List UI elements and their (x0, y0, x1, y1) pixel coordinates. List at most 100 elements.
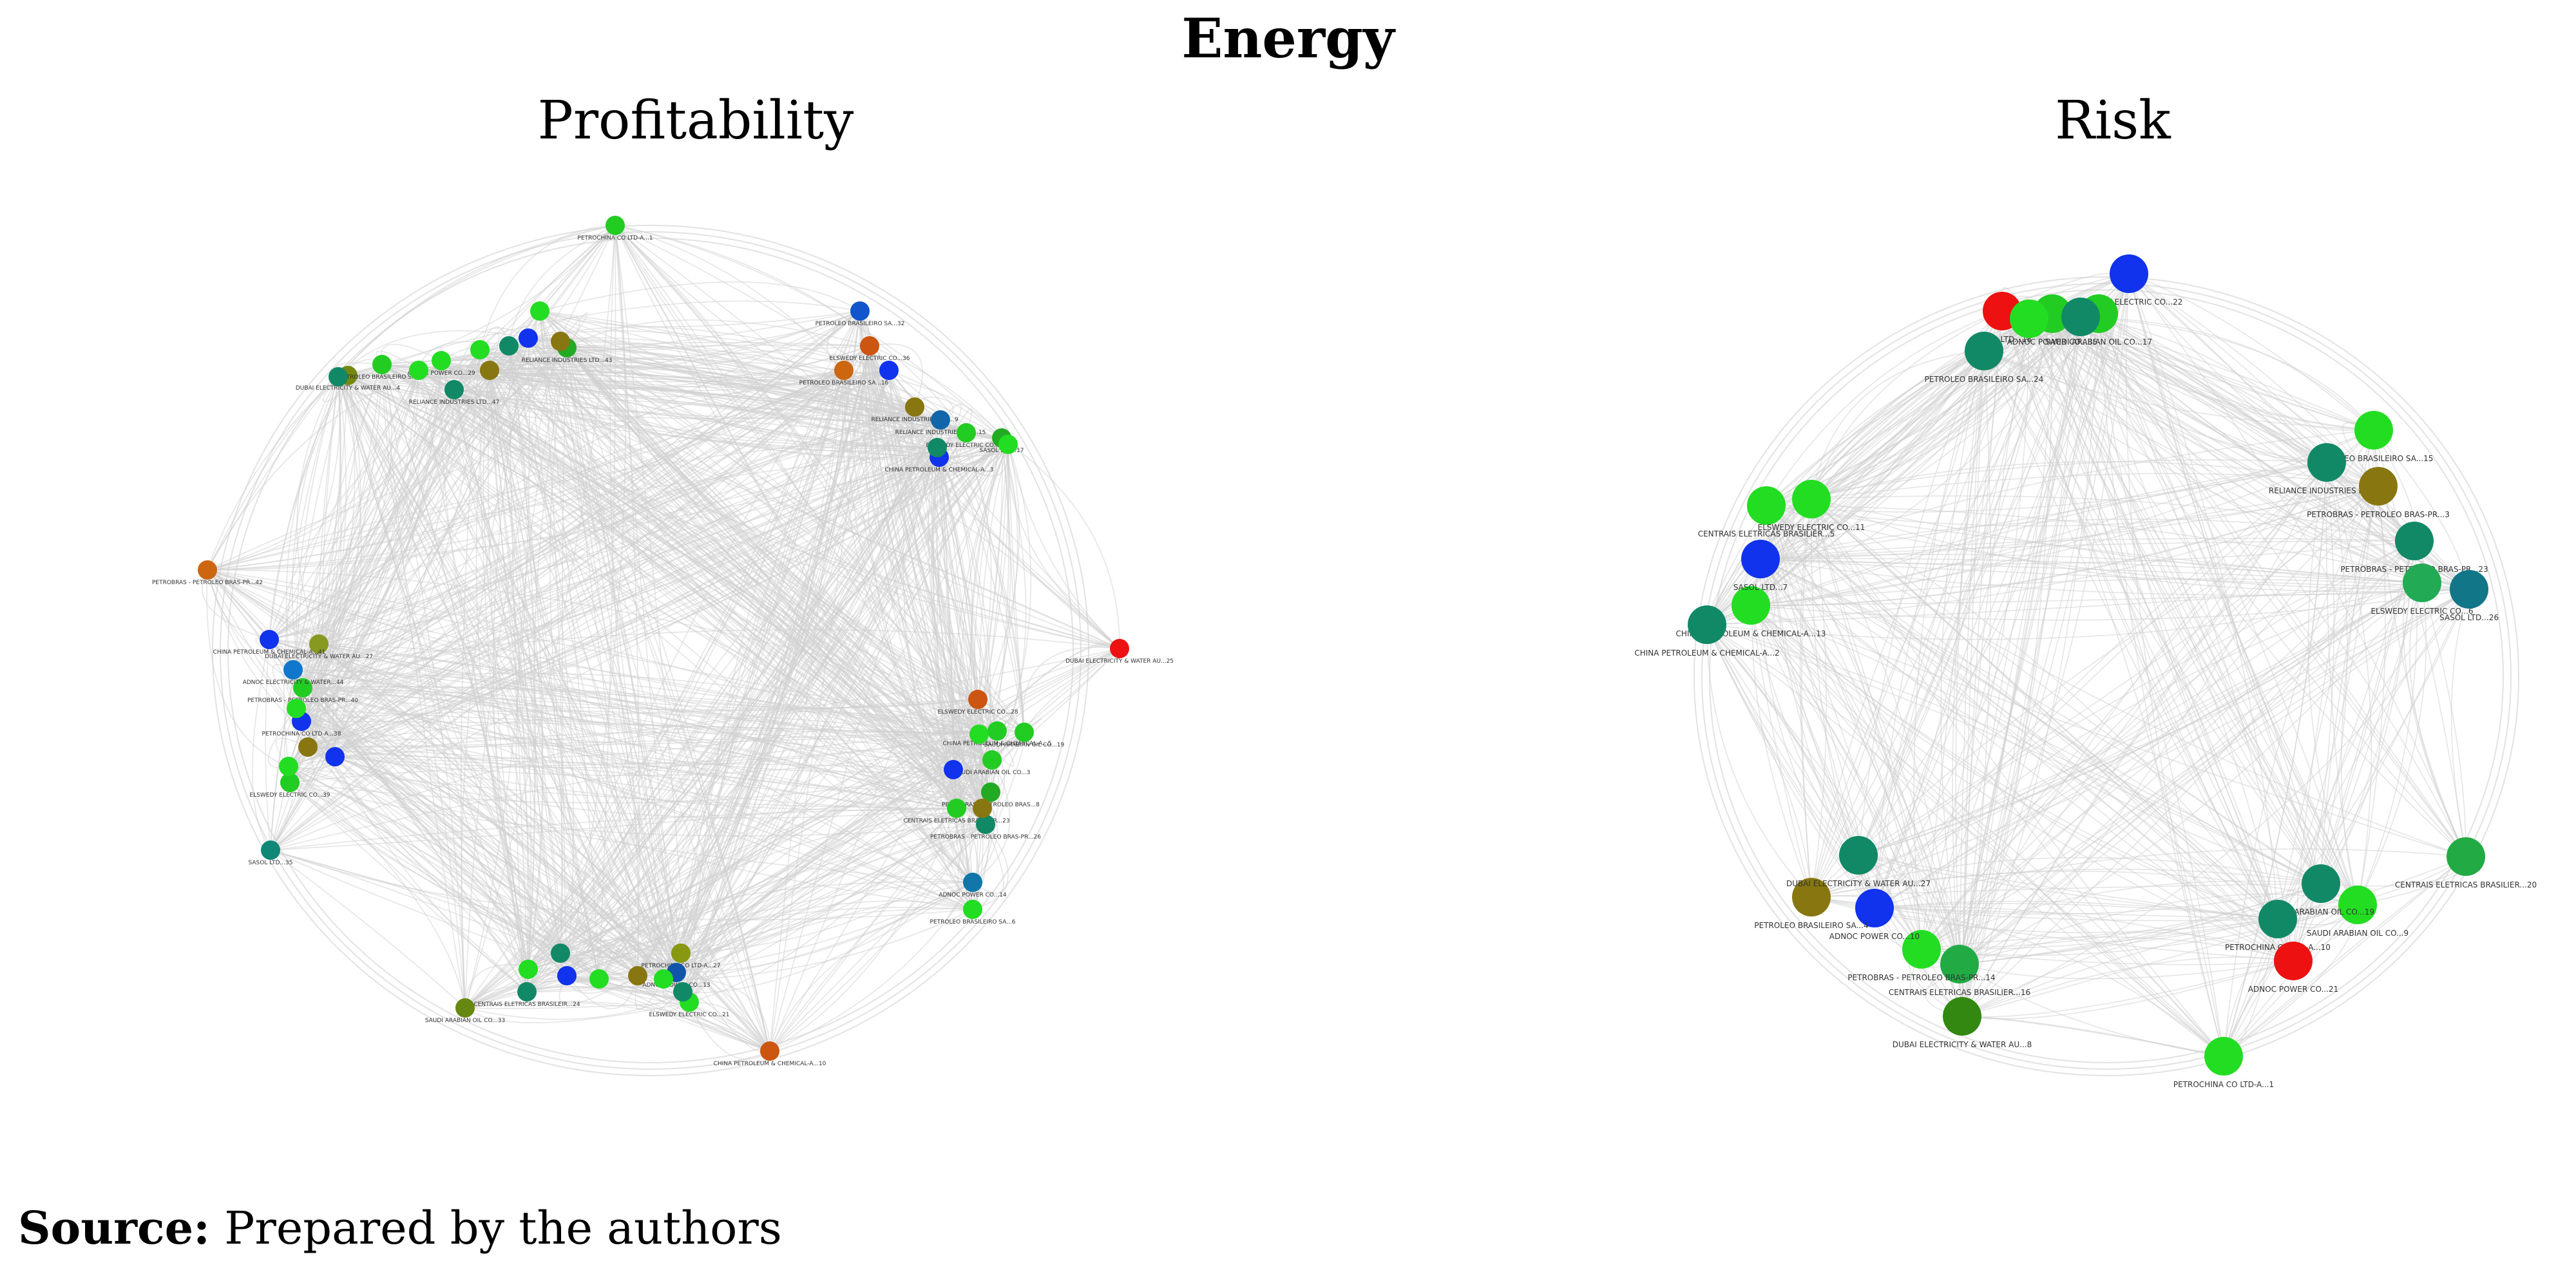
network-edge (1760, 558, 2224, 1057)
node-marker-unlabeled (287, 699, 306, 718)
network-edge (2293, 540, 2415, 962)
network-edge (1811, 498, 1960, 965)
network-edge (252, 639, 271, 851)
network-edge (566, 345, 870, 976)
network-edge (1921, 949, 2294, 965)
node-marker (1747, 486, 1786, 525)
network-edge (2098, 313, 2358, 906)
network-edge (1858, 316, 2081, 856)
node-label: ADNOC POWER CO...10 (1829, 932, 1920, 941)
network-edge (549, 347, 600, 980)
node-marker (1792, 480, 1831, 518)
network-edge (292, 669, 528, 992)
network-edge (2098, 313, 2327, 463)
network-edge (1921, 318, 2030, 950)
network-edge (2223, 540, 2415, 1057)
network-edge (2052, 313, 2358, 906)
network-edge (418, 370, 973, 883)
network-edge (2028, 318, 2327, 463)
node-petroleo-brasileiro-sa-6: PETROLEO BRASILEIRO SA...6 (930, 900, 1016, 925)
network-edge (1811, 498, 1963, 1017)
network-edge (270, 432, 967, 851)
network-edge (615, 225, 677, 973)
network-edge (307, 746, 957, 809)
network-edge (288, 349, 481, 767)
network-edge (1874, 906, 2294, 962)
network-edge (2001, 310, 2224, 1057)
network-edge (461, 310, 540, 1009)
node-adnoc-power-co-14: ADNOC POWER CO...14 (939, 873, 1007, 898)
node-marker (968, 690, 987, 709)
node-centrais-eletricas-brasilier-5: CENTRAIS ELETRICAS BRASILIER...5 (1698, 486, 1835, 538)
network-edge (1706, 624, 1922, 950)
network-edge (2128, 273, 2379, 487)
node-adnoc-power-co-35: ADNOC POWER CO...35 (2007, 294, 2097, 346)
network-edge (275, 737, 309, 767)
network-edge (207, 444, 1009, 571)
network-edge (1750, 605, 2294, 962)
node-label: ELSWEDY ELECTRIC CO...39 (249, 792, 330, 799)
source-note: Source: Prepared by the authors (18, 1201, 782, 1255)
network-edge (381, 364, 986, 825)
node-label: SAUDI ARABIAN OIL CO...33 (425, 1018, 506, 1024)
network-edge (1750, 318, 2030, 606)
network-edge (489, 370, 682, 954)
network-edge (1766, 505, 2358, 906)
network-edge (288, 766, 983, 809)
node-label: ADNOC POWER CO...35 (2007, 337, 2097, 346)
network-edge (288, 766, 973, 883)
node-marker (976, 815, 995, 834)
node-marker-unlabeled (998, 435, 1018, 454)
network-edge (1961, 904, 2358, 1017)
network-edge (769, 882, 973, 1052)
node-petrobras-petroleo-bras-pr-3: PETROBRAS - PETROLEO BRAS-PR...3 (2307, 467, 2450, 519)
network-edge (1750, 313, 2099, 606)
network-edge (869, 345, 998, 732)
network-edge (634, 975, 664, 1011)
network-edge (946, 882, 973, 925)
network-edge (1706, 624, 1812, 898)
network-edge (991, 717, 1042, 761)
network-edge (1811, 582, 2423, 898)
network-edge (842, 370, 954, 770)
network-edge (869, 345, 983, 809)
network-edge (1961, 540, 2415, 1017)
network-edge (288, 746, 329, 769)
network-edge (1750, 589, 2470, 621)
network-edge (1811, 498, 2278, 920)
network-edge (1961, 273, 2130, 1017)
node-elswedy-electric-co-6: ELSWEDY ELECTRIC CO...6 (2371, 564, 2474, 616)
network-edge (2223, 856, 2466, 1057)
node-marker (1741, 540, 1780, 578)
network-edge (560, 341, 986, 825)
source-text: Prepared by the authors (210, 1202, 782, 1255)
network-edge (207, 569, 770, 1052)
network-edge (302, 687, 957, 809)
network-edge (598, 699, 978, 980)
network-edge (285, 375, 348, 709)
network-edge (1811, 498, 2294, 962)
network-edge (566, 225, 626, 976)
network-edge (1811, 310, 2003, 500)
network-edge (292, 669, 683, 992)
network-edge (663, 310, 861, 980)
node-marker-unlabeled (654, 969, 673, 989)
node-petroleo-brasileiro-sa-24: PETROLEO BRASILEIRO SA...24 (1925, 332, 2043, 384)
network-edge (1983, 350, 2322, 884)
network-edge (526, 447, 938, 992)
network-edge (1959, 540, 2415, 965)
network-edge (2450, 589, 2470, 857)
network-edge (292, 337, 529, 670)
network-edge (1750, 605, 2278, 920)
node-label: ELSWEDY ELECTRIC CO...36 (829, 356, 910, 362)
node-marker (957, 423, 976, 442)
network-edge (526, 808, 983, 992)
network-edge (1811, 486, 2379, 898)
network-edge (566, 347, 991, 793)
node-marker (2447, 837, 2485, 876)
network-edge (1913, 350, 1985, 950)
network-edge (2001, 310, 2470, 590)
node-label: ELSWEDY ELECTRIC CO...21 (649, 1012, 729, 1018)
network-edge (1874, 273, 2130, 909)
network-edge (1706, 624, 1963, 1017)
